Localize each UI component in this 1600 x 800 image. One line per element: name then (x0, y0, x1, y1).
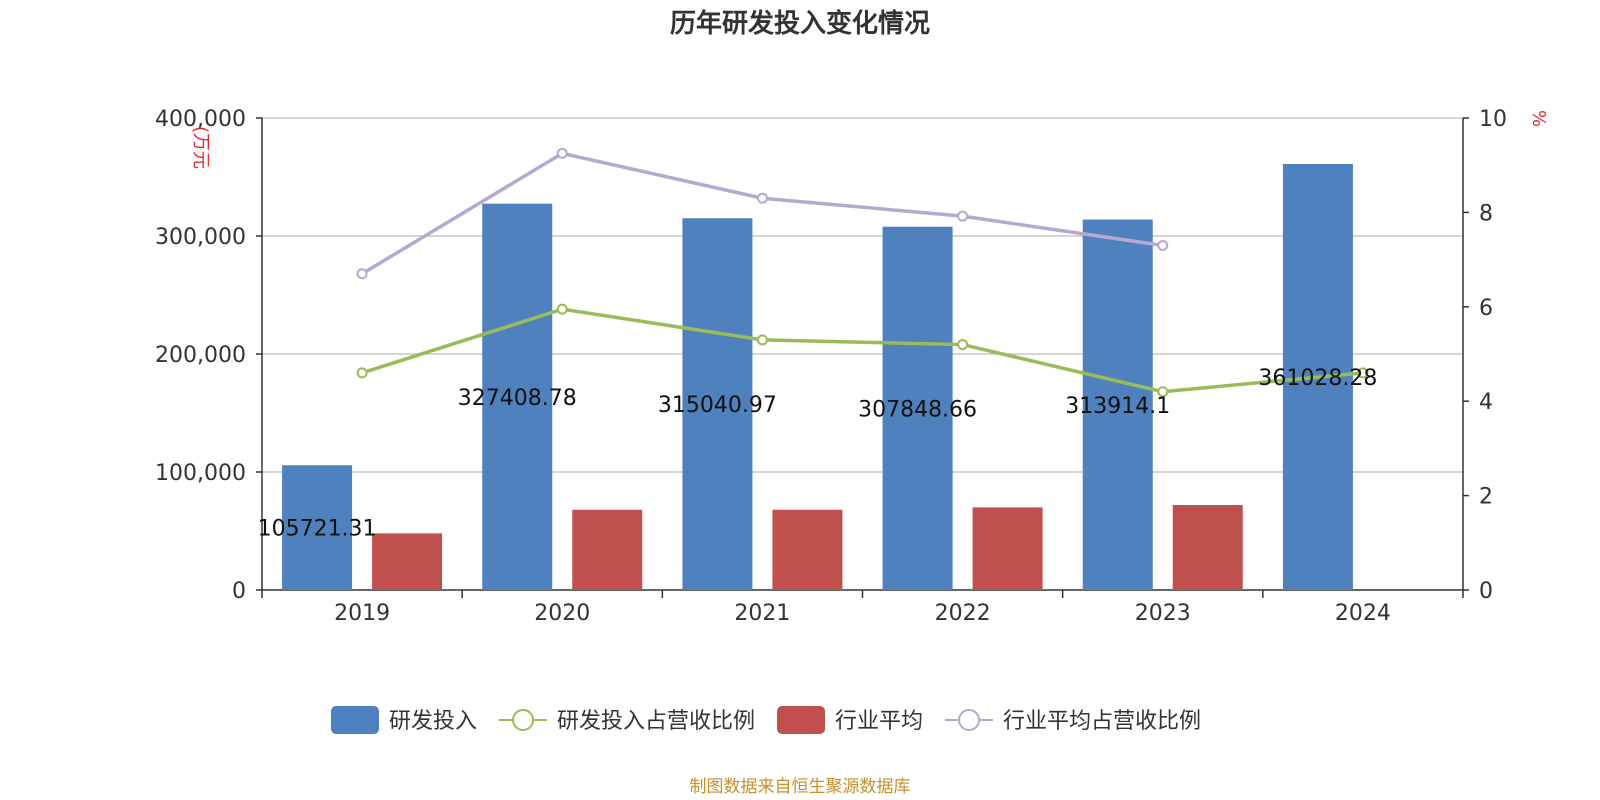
data-labels: 105721.31 327408.78 315040.97 307848.66 3139… (258, 366, 1378, 542)
bar-2023 (1082, 219, 1153, 590)
bar-2022 (972, 507, 1043, 590)
series-point (756, 334, 768, 346)
series-point (556, 303, 568, 315)
x-tick-label: 2021 (734, 601, 790, 626)
series-point (1357, 367, 1369, 379)
bar-value-label: 327408.78 (458, 386, 577, 411)
right-tick-label: 4 (1479, 390, 1493, 415)
right-tick-label: 6 (1479, 296, 1493, 321)
bar-2021 (772, 509, 843, 590)
legend-label: 研发投入占营收比例 (557, 709, 755, 734)
legend-label: 行业平均 (835, 709, 923, 734)
legend-label: 行业平均占营收比例 (1003, 709, 1201, 734)
series-point (556, 147, 568, 159)
bar-value-label: 313914.1 (1065, 394, 1170, 419)
left-tick-label: 200,000 (155, 343, 246, 368)
x-tick-label: 2023 (1135, 601, 1191, 626)
series-point (356, 367, 368, 379)
bar-value-label: 105721.31 (258, 517, 377, 542)
bar-2021 (682, 218, 753, 590)
series-point (1157, 239, 1169, 251)
legend-marker (958, 709, 981, 731)
lines (356, 147, 1369, 398)
series-point (957, 210, 969, 222)
x-tick-label: 2024 (1335, 601, 1391, 626)
bar-2020 (482, 203, 553, 590)
left-tick-label: 100,000 (155, 461, 246, 486)
left-tick-label: 400,000 (155, 107, 246, 132)
series-point (957, 339, 969, 351)
right-tick-label: 8 (1479, 201, 1493, 226)
x-tick-label: 2019 (334, 601, 390, 626)
right-tick-label: 2 (1479, 485, 1493, 510)
series-point (756, 192, 768, 204)
bars (282, 163, 1353, 590)
legend: 研发投入 研发投入占营收比例 行业平均 行业平均占营收比例 (331, 706, 1201, 734)
bar-2019 (282, 465, 353, 590)
right-tick-label: 10 (1479, 107, 1507, 132)
source-note: 制图数据来自恒生聚源数据库 (690, 777, 911, 797)
series-line (361, 151, 1164, 276)
legend-marker (512, 709, 535, 731)
series-line (361, 307, 1364, 394)
bar-2023 (1172, 505, 1243, 590)
series-point (1157, 386, 1169, 398)
x-tick-label: 2022 (935, 601, 991, 626)
bar-2020 (572, 509, 643, 590)
left-axis-unit: (万元 (190, 126, 211, 169)
axes: 0 100,000 200,000 300,000 400,000 0 2 4 6 8 10 2019… (155, 107, 1549, 626)
legend-swatch (777, 706, 826, 734)
series-point (356, 268, 368, 280)
left-tick-label: 0 (232, 579, 246, 604)
left-tick-label: 300,000 (155, 225, 246, 250)
grid (262, 117, 1463, 473)
legend-label: 研发投入 (389, 709, 477, 734)
bar-2019 (372, 533, 443, 590)
bar-value-label: 307848.66 (858, 397, 977, 422)
right-tick-label: 0 (1479, 579, 1493, 604)
x-tick-label: 2020 (534, 601, 590, 626)
bar-value-label: 361028.28 (1258, 366, 1377, 391)
right-axis-unit: % (1528, 110, 1549, 127)
chart-title: 历年研发投入变化情况 (670, 8, 930, 39)
bar-value-label: 315040.97 (658, 393, 777, 418)
bar-2022 (882, 226, 953, 590)
legend-swatch (331, 706, 379, 734)
